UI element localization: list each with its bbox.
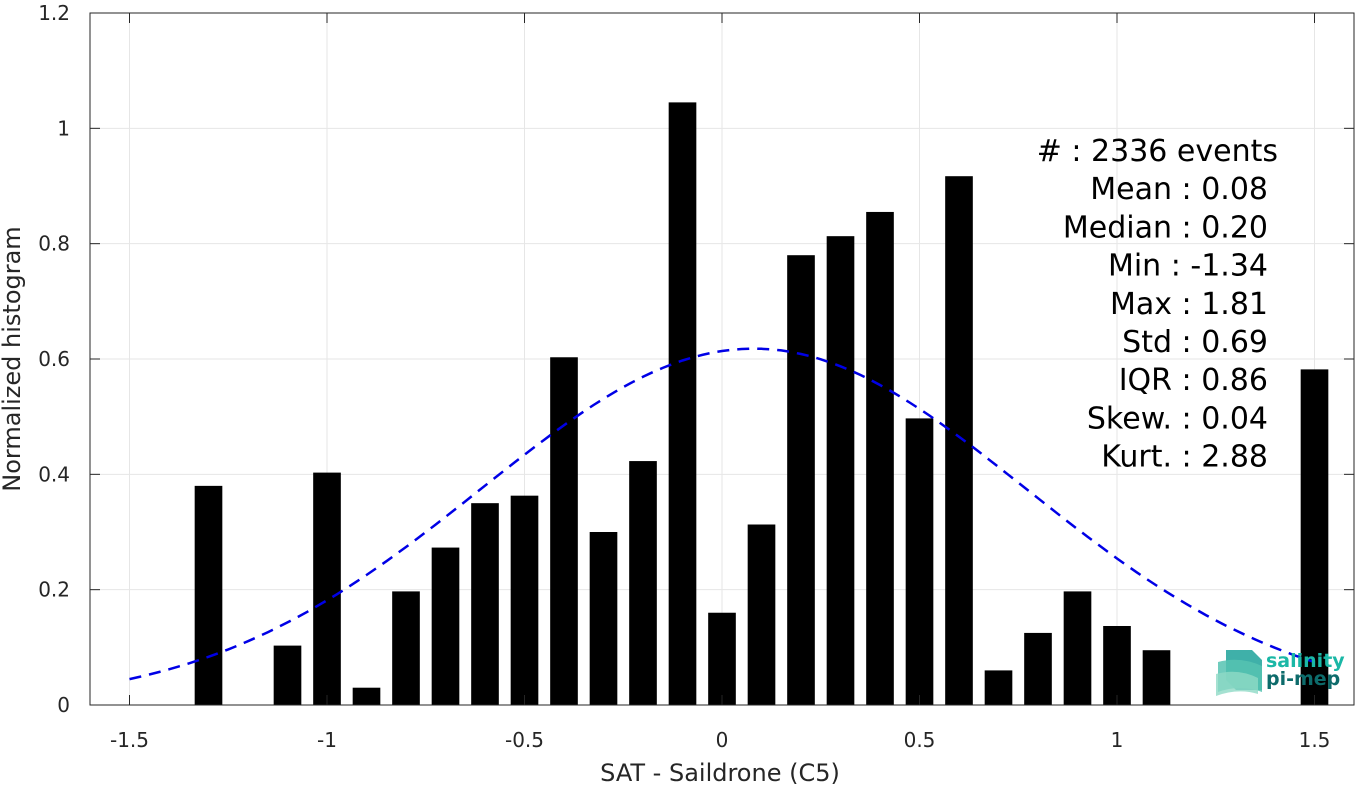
x-tick-label: 0.5: [904, 728, 936, 752]
histogram-bar: [313, 472, 341, 705]
gaussian-fit-curve: [129, 347, 1315, 681]
y-tick-label: 0.4: [38, 462, 70, 486]
histogram-bar: [905, 418, 934, 705]
histogram-bar: [826, 236, 855, 706]
histogram-bar: [471, 503, 499, 705]
y-tick-label: 0.2: [38, 578, 70, 602]
histogram-bar: [273, 645, 302, 705]
y-tick-label: 0: [57, 693, 70, 717]
histogram-bar: [1103, 625, 1131, 705]
histogram-bar: [629, 461, 657, 705]
histogram-bar: [866, 211, 894, 705]
histogram-bar: [708, 612, 736, 705]
salinity-pi-mep-logo: salinity pi-mep: [1216, 650, 1345, 696]
histogram-bar: [984, 670, 1013, 705]
x-tick-label: -1.5: [110, 728, 149, 752]
x-tick-label: 0: [716, 728, 729, 752]
histogram-bar: [1024, 632, 1052, 705]
stat-line: Median : 0.20: [1063, 210, 1268, 245]
stat-line: Max : 1.81: [1110, 287, 1268, 322]
stat-line: Min : -1.34: [1108, 249, 1268, 284]
stat-line: Std : 0.69: [1122, 325, 1268, 360]
x-tick-label: -1: [317, 728, 337, 752]
y-tick-label: 1.2: [38, 1, 70, 25]
histogram-bar: [194, 485, 223, 705]
logo-wave-icon: [1216, 650, 1262, 696]
y-tick-labels: 0 0.2 0.4 0.6 0.8 1 1.2: [38, 1, 70, 717]
logo-text-line1: salinity: [1266, 650, 1345, 672]
y-tick-label: 1: [57, 116, 70, 140]
histogram-bar: [747, 524, 776, 705]
x-tick-label: 1.5: [1299, 728, 1331, 752]
y-tick-label: 0.8: [38, 232, 70, 256]
axis-ticks: [90, 12, 1354, 706]
stat-line: IQR : 0.86: [1119, 363, 1268, 398]
logo-text-line2: pi-mep: [1266, 668, 1340, 690]
histogram-bars: [194, 102, 1329, 706]
histogram-bar: [352, 687, 381, 705]
histogram-bar: [787, 255, 815, 705]
histogram-bar: [1142, 650, 1171, 705]
stat-line: Mean : 0.08: [1090, 172, 1268, 207]
x-tick-labels: -1.5 -1 -0.5 0 0.5 1 1.5: [110, 728, 1330, 752]
x-tick-label: 1: [1111, 728, 1124, 752]
stat-line: # : 2336 events: [1037, 134, 1278, 169]
x-tick-label: -0.5: [505, 728, 544, 752]
y-tick-label: 0.6: [38, 347, 70, 371]
histogram-bar: [550, 357, 578, 705]
histogram-bar: [945, 176, 973, 706]
histogram-bar: [510, 495, 539, 705]
histogram-bar: [668, 102, 697, 706]
histogram-bar: [431, 547, 460, 705]
histogram-bar: [1063, 591, 1092, 705]
stat-line: Skew. : 0.04: [1087, 401, 1268, 436]
histogram-bar: [589, 532, 618, 705]
x-axis-label: SAT - Saildrone (C5): [600, 759, 840, 785]
y-axis-label: Normalized histogram: [0, 226, 26, 491]
histogram-bar: [1300, 369, 1329, 705]
histogram-bar: [392, 591, 420, 705]
stat-line: Kurt. : 2.88: [1101, 440, 1268, 475]
